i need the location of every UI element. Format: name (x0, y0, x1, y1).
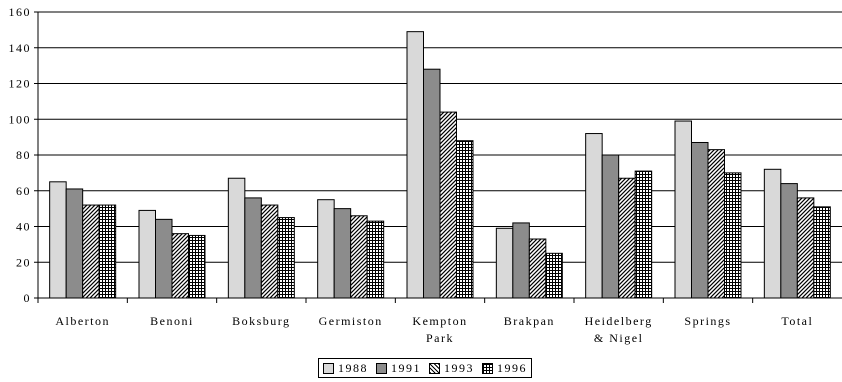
bar (171, 233, 189, 299)
y-tick-label: 0 (24, 291, 32, 305)
x-tick-label: Brakpan (504, 314, 555, 328)
bar (724, 172, 742, 299)
bar (512, 222, 530, 299)
legend-label: 1991 (391, 360, 421, 375)
legend-swatch (376, 362, 387, 374)
x-tick-label: Benoni (150, 314, 194, 328)
bar (227, 177, 246, 299)
bar (406, 31, 424, 299)
y-tick-label: 80 (16, 148, 31, 162)
bar (545, 252, 563, 299)
legend-swatch (482, 362, 493, 374)
x-tick-label: Kempton (412, 314, 467, 328)
legend-item: 1996 (482, 361, 527, 376)
y-tick-label: 60 (16, 184, 31, 198)
legend-item: 1991 (376, 361, 421, 376)
legend-swatch (429, 362, 440, 374)
x-tick-label: Heidelberg (585, 314, 653, 328)
bar (707, 149, 725, 299)
x-tick-label: Boksburg (232, 314, 290, 328)
legend: 1988 1991 1993 1996 (318, 358, 532, 378)
x-tick-label: Germiston (319, 314, 383, 328)
y-tick-label: 120 (9, 77, 32, 91)
bar-chart: 0 20 40 60 80 100 120 140 160 Alberton Benoni Boksb… (9, 5, 842, 345)
bar (618, 177, 636, 299)
bar (495, 227, 514, 299)
x-tick-label: Springs (684, 314, 731, 328)
bar (98, 204, 117, 299)
bar (260, 204, 279, 299)
bar (350, 215, 368, 299)
x-tick-label: Park (426, 331, 454, 345)
bar (780, 183, 798, 299)
bar (691, 141, 709, 299)
bar (634, 170, 653, 299)
y-tick-label: 160 (9, 5, 32, 19)
legend-item: 1988 (323, 361, 368, 376)
bar (244, 197, 262, 299)
legend-item: 1993 (429, 361, 474, 376)
y-tick-label: 100 (9, 112, 32, 126)
bar (188, 234, 206, 299)
x-tick-label: Alberton (55, 314, 110, 328)
x-tick-label: Total (781, 314, 813, 328)
bar (423, 68, 441, 299)
bar (333, 208, 352, 299)
bar (528, 238, 547, 299)
bar (317, 199, 335, 299)
bars (49, 31, 831, 299)
bar (65, 188, 84, 299)
bar (601, 154, 620, 299)
bar (366, 220, 385, 299)
bar (277, 217, 295, 299)
bar (585, 133, 603, 299)
y-tick-label: 140 (9, 41, 32, 55)
legend-label: 1993 (444, 360, 474, 375)
axis-labels: 0 20 40 60 80 100 120 140 160 Alberton Benoni Boksb… (9, 5, 813, 345)
legend-label: 1996 (497, 360, 527, 375)
bar (813, 206, 831, 299)
bar (155, 218, 173, 299)
y-tick-label: 40 (16, 220, 31, 234)
bar (763, 168, 782, 299)
x-tick-label: & Nigel (594, 331, 644, 345)
bar (82, 204, 100, 299)
bar (796, 197, 815, 299)
bar (674, 120, 692, 299)
y-tick-label: 20 (16, 255, 31, 269)
bar (439, 111, 457, 299)
bar (49, 181, 67, 299)
bar (138, 209, 156, 299)
legend-label: 1988 (338, 360, 368, 375)
legend-swatch (323, 362, 334, 374)
bar (456, 140, 474, 299)
